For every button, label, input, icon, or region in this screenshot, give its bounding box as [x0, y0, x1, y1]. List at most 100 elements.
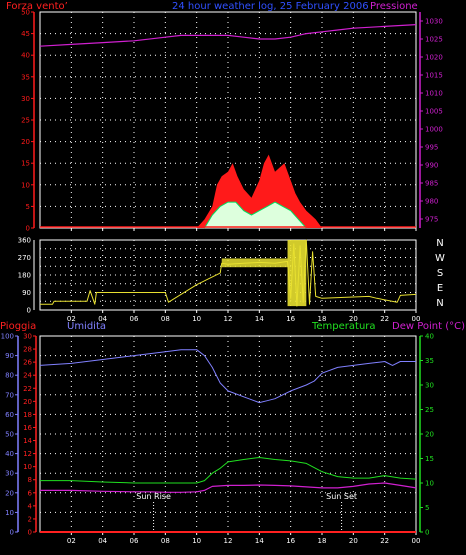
direction-panel-xtick-label: 06 — [130, 315, 139, 323]
humidity-axis-tick-label: 90 — [5, 352, 14, 360]
temperature-line — [40, 457, 417, 484]
humidity-axis-tick-label: 20 — [5, 489, 14, 497]
pressure-line — [39, 24, 417, 47]
pressure-axis-tick-label: 990 — [425, 162, 438, 170]
climate-panel-xtick-label: 06 — [130, 537, 139, 545]
compass-label: S — [437, 268, 443, 279]
direction-tick-label: 360 — [18, 237, 31, 245]
direction-panel-xtick-label: 00 — [412, 315, 421, 323]
pressure-axis-tick-label: 1005 — [425, 108, 443, 116]
pressure-axis-label: Pressione — [370, 1, 418, 12]
direction-scatter-block — [221, 258, 288, 268]
climate-panel-xtick-label: 20 — [349, 537, 358, 545]
direction-panel-xtick-label: 22 — [380, 315, 389, 323]
dewpoint-line — [40, 482, 417, 493]
temperature-axis-tick-label: 40 — [425, 333, 434, 341]
direction-tick-label: 270 — [18, 254, 31, 262]
wind-mean-line — [204, 201, 307, 229]
temperature-axis-tick-label: 25 — [425, 406, 434, 414]
pressure-axis-tick-label: 995 — [425, 144, 438, 152]
pressure-axis-tick-label: 1030 — [425, 18, 443, 26]
rain-axis-tick-label: 18 — [23, 411, 32, 419]
climate-panel-xtick-label: 08 — [161, 537, 170, 545]
wind-axis-tick-label: 20 — [21, 138, 30, 146]
compass-label: E — [437, 283, 443, 294]
direction-scatter-block — [287, 240, 307, 307]
rain-axis-tick-label: 26 — [23, 359, 32, 367]
sunset-label: Sun Set — [326, 492, 357, 501]
compass-label: W — [435, 253, 445, 264]
pressure-axis-tick-label: 975 — [425, 216, 438, 224]
wind-axis-tick-label: 35 — [21, 73, 30, 81]
climate-panel-xtick-label: 04 — [98, 537, 107, 545]
direction-panel-xtick-label: 02 — [67, 315, 76, 323]
climate-panel-xtick-label: 16 — [286, 537, 295, 545]
humidity-axis-tick-label: 30 — [5, 470, 14, 478]
humidity-axis-tick-label: 40 — [5, 450, 14, 458]
pressure-axis-tick-label: 980 — [425, 198, 438, 206]
temperature-axis-tick-label: 30 — [425, 382, 434, 390]
climate-panel-xtick-label: 22 — [380, 537, 389, 545]
direction-line — [40, 239, 417, 307]
rain-axis-tick-label: 28 — [23, 346, 32, 354]
humidity-axis-tick-label: 50 — [5, 431, 14, 439]
humidity-axis-tick-label: 0 — [10, 529, 14, 537]
climate-panel-xtick-label: 02 — [67, 537, 76, 545]
pressure-axis-tick-label: 1020 — [425, 54, 443, 62]
rain-axis-tick-label: 16 — [23, 424, 32, 432]
humidity-axis-tick-label: 10 — [5, 509, 14, 517]
rain-axis-tick-label: 12 — [23, 450, 32, 458]
climate-panel-xtick-label: 14 — [255, 537, 264, 545]
direction-panel-xtick-label: 14 — [255, 315, 264, 323]
pressure-axis-tick-label: 1015 — [425, 72, 443, 80]
rain-axis-tick-label: 20 — [23, 398, 32, 406]
direction-tick-label: 90 — [22, 289, 31, 297]
rain-axis-tick-label: 8 — [28, 476, 32, 484]
temperature-axis-tick-label: 35 — [425, 357, 434, 365]
direction-panel-xtick-label: 16 — [286, 315, 295, 323]
humidity-axis-tick-label: 100 — [1, 333, 14, 341]
wind-axis-label: Forza vento’ — [6, 1, 68, 12]
direction-panel-xtick-label: 08 — [161, 315, 170, 323]
rain-axis-tick-label: 6 — [28, 489, 33, 497]
direction-panel-xtick-label: 10 — [192, 315, 201, 323]
rain-axis-tick-label: 24 — [23, 372, 32, 380]
humidity-axis-label: Umidita — [67, 321, 107, 332]
rain-axis-tick-label: 4 — [28, 502, 33, 510]
rain-axis-tick-label: 30 — [23, 333, 32, 341]
humidity-axis-tick-label: 80 — [5, 372, 14, 380]
wind-axis-tick-label: 25 — [21, 117, 30, 125]
direction-panel-xtick-label: 18 — [318, 315, 327, 323]
climate-panel-frame — [39, 335, 417, 533]
wind-axis-tick-label: 45 — [21, 30, 30, 38]
climate-panel-xtick-label: 12 — [224, 537, 233, 545]
temperature-axis-tick-label: 20 — [425, 431, 434, 439]
pressure-axis-tick-label: 985 — [425, 180, 438, 188]
wind-axis-tick-label: 5 — [26, 203, 30, 211]
rain-axis-tick-label: 14 — [23, 437, 32, 445]
pressure-axis-tick-label: 1010 — [425, 90, 443, 98]
pressure-axis-tick-label: 1025 — [425, 36, 443, 44]
climate-panel-xtick-label: 18 — [318, 537, 327, 545]
pressure-axis-tick-label: 1000 — [425, 126, 443, 134]
direction-panel-xtick-label: 04 — [98, 315, 107, 323]
rain-axis-tick-label: 2 — [28, 515, 32, 523]
chart-title: 24 hour weather log, 25 February 2006 — [172, 1, 369, 12]
climate-panel-xtick-label: 00 — [412, 537, 421, 545]
humidity-axis-tick-label: 70 — [5, 391, 14, 399]
wind-axis-tick-label: 50 — [21, 9, 30, 17]
temperature-axis-tick-label: 0 — [425, 529, 429, 537]
sunrise-label: Sun Rise — [136, 492, 171, 501]
wind-axis-tick-label: 0 — [26, 225, 30, 233]
temperature-axis-label: Temperatura — [312, 321, 376, 332]
wind-axis-tick-label: 30 — [21, 95, 30, 103]
wind-axis-tick-label: 10 — [21, 181, 30, 189]
temperature-axis-tick-label: 5 — [425, 504, 429, 512]
temperature-axis-tick-label: 15 — [425, 455, 434, 463]
direction-panel-xtick-label: 12 — [224, 315, 233, 323]
dewpoint-axis-label: Dew Point (°C) — [392, 321, 466, 332]
direction-tick-label: 180 — [18, 272, 31, 280]
wind-mean-area — [204, 202, 307, 228]
